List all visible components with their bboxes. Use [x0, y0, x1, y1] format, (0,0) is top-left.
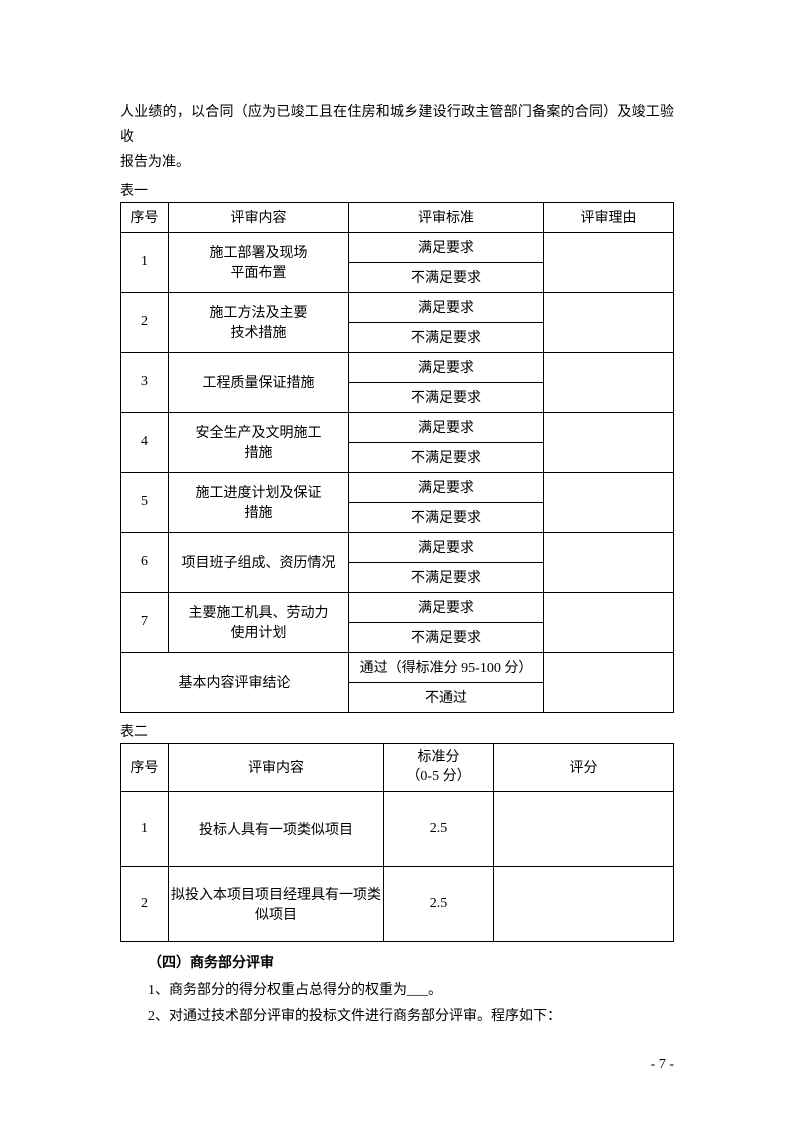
- cell-rating: [494, 791, 674, 866]
- table1-header-row: 序号 评审内容 评审标准 评审理由: [121, 202, 674, 232]
- cell-seq: 5: [121, 472, 169, 532]
- table1-header-reason: 评审理由: [544, 202, 674, 232]
- table-row: 基本内容评审结论 通过（得标准分 95-100 分）: [121, 652, 674, 682]
- cell-reason: [544, 592, 674, 652]
- cell-seq: 1: [121, 791, 169, 866]
- table-row: 7 主要施工机具、劳动力 使用计划 满足要求: [121, 592, 674, 622]
- cell-pass: 满足要求: [349, 232, 544, 262]
- cell-seq: 3: [121, 352, 169, 412]
- cell-conclusion-pass: 通过（得标准分 95-100 分）: [349, 652, 544, 682]
- cell-reason: [544, 352, 674, 412]
- cell-pass: 满足要求: [349, 412, 544, 442]
- table1-header-standard: 评审标准: [349, 202, 544, 232]
- cell-seq: 2: [121, 866, 169, 941]
- table-row: 2 拟投入本项目项目经理具有一项类 似项目 2.5: [121, 866, 674, 941]
- table-row: 4 安全生产及文明施工 措施 满足要求: [121, 412, 674, 442]
- cell-content: 安全生产及文明施工 措施: [169, 412, 349, 472]
- cell-rating: [494, 866, 674, 941]
- table1: 序号 评审内容 评审标准 评审理由 1 施工部署及现场 平面布置 满足要求 不满…: [120, 202, 674, 713]
- cell-score: 2.5: [384, 866, 494, 941]
- table-row: 1 投标人具有一项类似项目 2.5: [121, 791, 674, 866]
- cell-seq: 7: [121, 592, 169, 652]
- cell-fail: 不满足要求: [349, 442, 544, 472]
- table1-header-content: 评审内容: [169, 202, 349, 232]
- table2-header-score: 标准分 （0-5 分）: [384, 743, 494, 791]
- intro-paragraph: 人业绩的，以合同（应为已竣工且在住房和城乡建设行政主管部门备案的合同）及竣工验收…: [120, 100, 674, 176]
- cell-content: 施工进度计划及保证 措施: [169, 472, 349, 532]
- table-row: 2 施工方法及主要 技术措施 满足要求: [121, 292, 674, 322]
- table2: 序号 评审内容 标准分 （0-5 分） 评分 1 投标人具有一项类似项目 2.5…: [120, 743, 674, 942]
- table1-label: 表一: [120, 180, 674, 200]
- cell-content: 工程质量保证措施: [169, 352, 349, 412]
- cell-content: 投标人具有一项类似项目: [169, 791, 384, 866]
- cell-pass: 满足要求: [349, 472, 544, 502]
- table2-header-row: 序号 评审内容 标准分 （0-5 分） 评分: [121, 743, 674, 791]
- cell-reason: [544, 532, 674, 592]
- cell-fail: 不满足要求: [349, 502, 544, 532]
- cell-fail: 不满足要求: [349, 562, 544, 592]
- table-row: 1 施工部署及现场 平面布置 满足要求: [121, 232, 674, 262]
- cell-reason: [544, 232, 674, 292]
- table1-header-seq: 序号: [121, 202, 169, 232]
- table-row: 6 项目班子组成、资历情况 满足要求: [121, 532, 674, 562]
- section-title: （四）商务部分评审: [120, 952, 674, 972]
- page-number: - 7 -: [651, 1057, 674, 1073]
- intro-line2: 报告为准。: [120, 155, 190, 170]
- cell-fail: 不满足要求: [349, 322, 544, 352]
- cell-conclusion-reason: [544, 652, 674, 712]
- table2-label: 表二: [120, 721, 674, 741]
- table-row: 3 工程质量保证措施 满足要求: [121, 352, 674, 382]
- cell-fail: 不满足要求: [349, 382, 544, 412]
- cell-content: 施工部署及现场 平面布置: [169, 232, 349, 292]
- cell-seq: 6: [121, 532, 169, 592]
- cell-content: 主要施工机具、劳动力 使用计划: [169, 592, 349, 652]
- cell-content: 施工方法及主要 技术措施: [169, 292, 349, 352]
- cell-seq: 4: [121, 412, 169, 472]
- cell-pass: 满足要求: [349, 592, 544, 622]
- table2-header-rating: 评分: [494, 743, 674, 791]
- cell-score: 2.5: [384, 791, 494, 866]
- cell-conclusion-fail: 不通过: [349, 682, 544, 712]
- cell-seq: 1: [121, 232, 169, 292]
- cell-reason: [544, 412, 674, 472]
- cell-content: 项目班子组成、资历情况: [169, 532, 349, 592]
- cell-reason: [544, 292, 674, 352]
- cell-content: 拟投入本项目项目经理具有一项类 似项目: [169, 866, 384, 941]
- table2-header-content: 评审内容: [169, 743, 384, 791]
- cell-fail: 不满足要求: [349, 622, 544, 652]
- cell-seq: 2: [121, 292, 169, 352]
- cell-conclusion-label: 基本内容评审结论: [121, 652, 349, 712]
- section-line2: 2、对通过技术部分评审的投标文件进行商务部分评审。程序如下：: [120, 1004, 674, 1031]
- cell-pass: 满足要求: [349, 292, 544, 322]
- intro-line1: 人业绩的，以合同（应为已竣工且在住房和城乡建设行政主管部门备案的合同）及竣工验收: [120, 105, 674, 145]
- section-line1: 1、商务部分的得分权重占总得分的权重为___。: [120, 978, 674, 1005]
- cell-reason: [544, 472, 674, 532]
- cell-fail: 不满足要求: [349, 262, 544, 292]
- cell-pass: 满足要求: [349, 532, 544, 562]
- cell-pass: 满足要求: [349, 352, 544, 382]
- table2-header-seq: 序号: [121, 743, 169, 791]
- table-row: 5 施工进度计划及保证 措施 满足要求: [121, 472, 674, 502]
